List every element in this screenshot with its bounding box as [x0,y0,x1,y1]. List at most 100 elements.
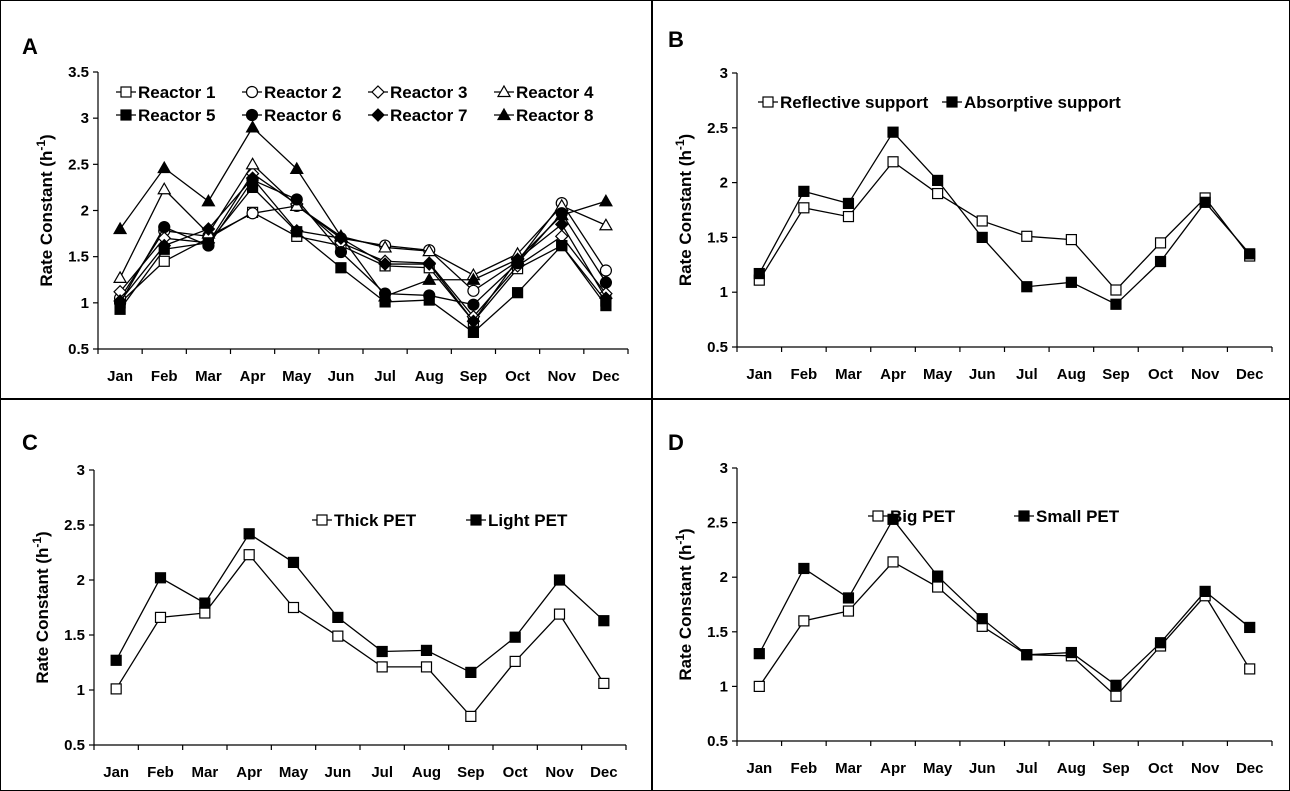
y-axis-label-main: Rate Constant (h [676,150,695,286]
y-axis-label: Rate Constant (h-1) [673,528,695,680]
y-tick-label: 0.5 [64,737,85,754]
legend-label: Reactor 3 [390,83,467,102]
y-axis-label-sup: -1 [673,534,687,545]
legend-marker [1018,510,1030,522]
data-point [798,615,810,627]
data-point [420,644,433,657]
data-point [1199,585,1211,597]
data-point [289,223,304,238]
data-point [465,666,477,679]
data-point [510,252,525,265]
y-axis-label-sup: -1 [30,537,44,548]
data-point [289,161,304,175]
data-point [202,239,215,252]
data-point [887,126,899,138]
legend-item: Reactor 6 [242,106,341,125]
data-point [466,314,481,329]
data-point [976,215,988,227]
data-point [113,294,127,308]
data-point [976,613,988,625]
data-point [420,661,433,673]
data-point [554,207,569,221]
panel-label: A [22,34,38,59]
data-point [1021,649,1033,661]
data-point [1110,690,1122,702]
y-tick-label: 2 [720,569,728,586]
x-tick-label: Feb [151,368,178,385]
legend-label: Thick PET [334,511,417,530]
data-point [157,160,172,174]
y-tick-label: 3 [77,462,85,479]
legend-marker [946,96,958,108]
x-tick-label: Feb [791,760,818,777]
legend-label: Big PET [890,507,956,526]
legend-marker [496,84,512,98]
legend-label: Reflective support [780,93,929,112]
data-point [842,210,855,223]
x-tick-label: Oct [505,368,530,385]
data-point [333,229,348,242]
series-line [758,518,1251,687]
panel-border [652,0,1290,399]
legend-marker [762,96,774,108]
y-axis-label-close: ) [37,134,56,140]
y-tick-label: 2.5 [64,517,85,534]
legend-item: Reactor 8 [494,106,593,125]
data-point [1110,679,1122,691]
chart-panel-d: D 0.5 1 1.5 2 2.5 3 Jan Feb Mar Apr May Jun Jul Aug Sep… [652,399,1290,791]
y-tick-label: 1.5 [68,249,89,266]
x-tick-label: Nov [545,764,574,781]
y-axis-label: Rate Constant (h-1) [34,134,56,286]
legend-marker [371,108,385,122]
data-point [335,262,347,274]
series-line [115,532,605,674]
x-tick-label: Nov [548,368,577,385]
y-tick-label: 1.5 [707,624,728,641]
data-point [158,255,170,267]
data-point [378,257,392,271]
x-tick-label: Apr [236,764,262,781]
data-point [243,549,255,561]
legend-marker [470,514,482,526]
x-tick-label: Dec [590,764,618,781]
data-point [932,187,944,200]
series-line [119,186,607,334]
data-point [201,194,216,207]
data-point [332,611,344,624]
data-point [598,194,613,207]
data-point [201,222,216,236]
data-point [1244,663,1256,675]
x-tick-label: Jan [746,760,772,777]
data-point [290,193,303,206]
y-tick-label: 0.5 [707,733,728,750]
panel-label: D [668,430,684,455]
legend: Reflective support Absorptive support [758,93,1121,112]
x-tick-label: May [923,760,953,777]
data-point [245,120,260,133]
data-point [1154,255,1167,268]
legend: Thick PET Light PET [312,511,568,530]
y-tick-label: 2 [720,175,728,192]
x-tick-label: Mar [195,368,222,385]
x-tick-label: Dec [592,368,620,385]
series-reactor-8 [113,120,613,302]
data-point [932,581,944,593]
data-point [110,654,122,666]
data-point [1065,276,1077,288]
data-point [157,182,172,195]
series-line [119,163,607,279]
x-tick-label: Jul [1016,760,1038,777]
data-point [887,513,899,525]
data-point [599,276,613,289]
y-tick-label: 2.5 [707,515,728,532]
data-point [287,601,300,614]
x-tick-label: Jul [1016,366,1038,383]
legend-label: Reactor 2 [264,83,341,102]
y-axis-label-close: ) [33,531,52,537]
x-tick-label: Jun [328,368,355,385]
data-point [334,245,348,259]
legend: Reactor 1 Reactor 2 Reactor 3 Reactor 4 Reac… [116,83,594,125]
legend-item: Reactor 2 [242,83,341,102]
data-point [113,221,128,235]
